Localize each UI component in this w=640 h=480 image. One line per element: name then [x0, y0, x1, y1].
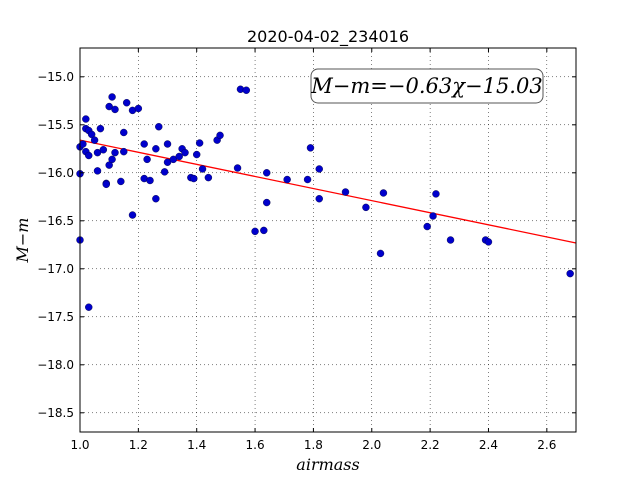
- data-point: [195, 139, 204, 147]
- data-point: [122, 99, 131, 107]
- data-point: [283, 175, 291, 184]
- data-point: [90, 136, 99, 144]
- data-point: [155, 123, 163, 131]
- data-point: [163, 140, 172, 148]
- data-point: [260, 226, 268, 235]
- data-point: [120, 147, 128, 156]
- data-point: [111, 148, 119, 157]
- annotation-text: M−m=−0.63χ−15.03: [310, 74, 542, 98]
- data-point: [85, 151, 93, 160]
- data-point: [216, 131, 224, 140]
- data-point: [423, 222, 431, 231]
- y-tick-label: −15.5: [37, 118, 74, 132]
- data-point: [251, 227, 259, 236]
- data-point: [99, 146, 108, 154]
- x-tick-label: 2.6: [537, 438, 556, 452]
- data-point: [484, 238, 493, 246]
- annotation-box: M−m=−0.63χ−15.03: [310, 68, 544, 104]
- y-axis-label: M−m: [13, 218, 32, 264]
- data-point: [108, 93, 116, 101]
- data-point: [181, 148, 189, 157]
- x-tick-label: 1.0: [70, 438, 89, 452]
- data-point: [120, 128, 128, 137]
- x-axis-ticks: 1.0 1.2 1.4 1.6 1.8 2.0 2.2 2.4 2.6: [70, 48, 556, 452]
- data-point: [175, 152, 183, 161]
- data-point: [140, 140, 148, 148]
- data-point: [169, 155, 178, 164]
- data-point: [198, 165, 207, 173]
- plot-frame: [79, 47, 577, 433]
- data-point: [233, 164, 242, 172]
- y-tick-label: −16.5: [37, 214, 74, 228]
- data-point: [204, 173, 213, 182]
- data-point: [303, 175, 312, 184]
- x-tick-label: 2.2: [421, 438, 440, 452]
- fit-line: [79, 139, 577, 244]
- annotation-frame: [310, 68, 544, 104]
- data-point: [82, 115, 90, 123]
- data-point: [432, 190, 440, 198]
- data-point: [315, 195, 323, 203]
- y-tick-label: −15.0: [37, 70, 74, 84]
- data-point: [105, 102, 113, 111]
- x-axis-label: airmass: [296, 455, 359, 474]
- data-point: [341, 188, 350, 196]
- data-point: [379, 189, 388, 197]
- data-point: [152, 145, 160, 153]
- y-tick-label: −16.0: [37, 166, 74, 180]
- data-point: [376, 249, 385, 258]
- data-point: [146, 176, 154, 185]
- data-point: [79, 140, 87, 148]
- data-point: [315, 165, 323, 173]
- y-tick-label: −18.0: [37, 358, 74, 372]
- y-tick-label: −18.5: [37, 406, 74, 420]
- x-tick-label: 1.4: [187, 438, 206, 452]
- data-point: [263, 198, 271, 207]
- data-point: [108, 155, 116, 164]
- data-point: [111, 105, 119, 114]
- data-point: [242, 86, 251, 94]
- data-point: [263, 169, 271, 177]
- grid-lines: [79, 48, 576, 432]
- x-tick-label: 1.2: [129, 438, 148, 452]
- data-point: [362, 203, 370, 212]
- x-tick-label: 2.4: [479, 438, 498, 452]
- y-tick-label: −17.0: [37, 262, 74, 276]
- x-tick-label: 1.6: [246, 438, 265, 452]
- data-point: [446, 236, 455, 244]
- y-tick-label: −17.5: [37, 310, 74, 324]
- data-point: [429, 212, 437, 220]
- x-tick-label: 2.0: [362, 438, 381, 452]
- x-tick-label: 1.8: [304, 438, 323, 452]
- data-point: [134, 104, 143, 113]
- data-point: [160, 168, 169, 176]
- data-point: [93, 148, 102, 157]
- data-point: [128, 211, 137, 219]
- y-axis-ticks: −15.0 −15.5 −16.0 −16.5 −17.0 −17.5 −18.0 −18.5: [37, 70, 576, 420]
- data-point: [566, 269, 574, 278]
- fit-line-group: [79, 139, 577, 244]
- data-point: [85, 303, 93, 311]
- data-point: [190, 174, 198, 183]
- data-point: [152, 195, 160, 203]
- data-point: [193, 150, 201, 159]
- data-points: [76, 85, 574, 311]
- data-point: [102, 180, 110, 189]
- data-point: [306, 144, 315, 152]
- data-point: [117, 177, 125, 186]
- data-point: [143, 155, 151, 164]
- data-point: [96, 124, 105, 133]
- data-point: [163, 158, 172, 166]
- data-point: [93, 167, 102, 175]
- chart-title: 2020-04-02_234016: [247, 27, 409, 47]
